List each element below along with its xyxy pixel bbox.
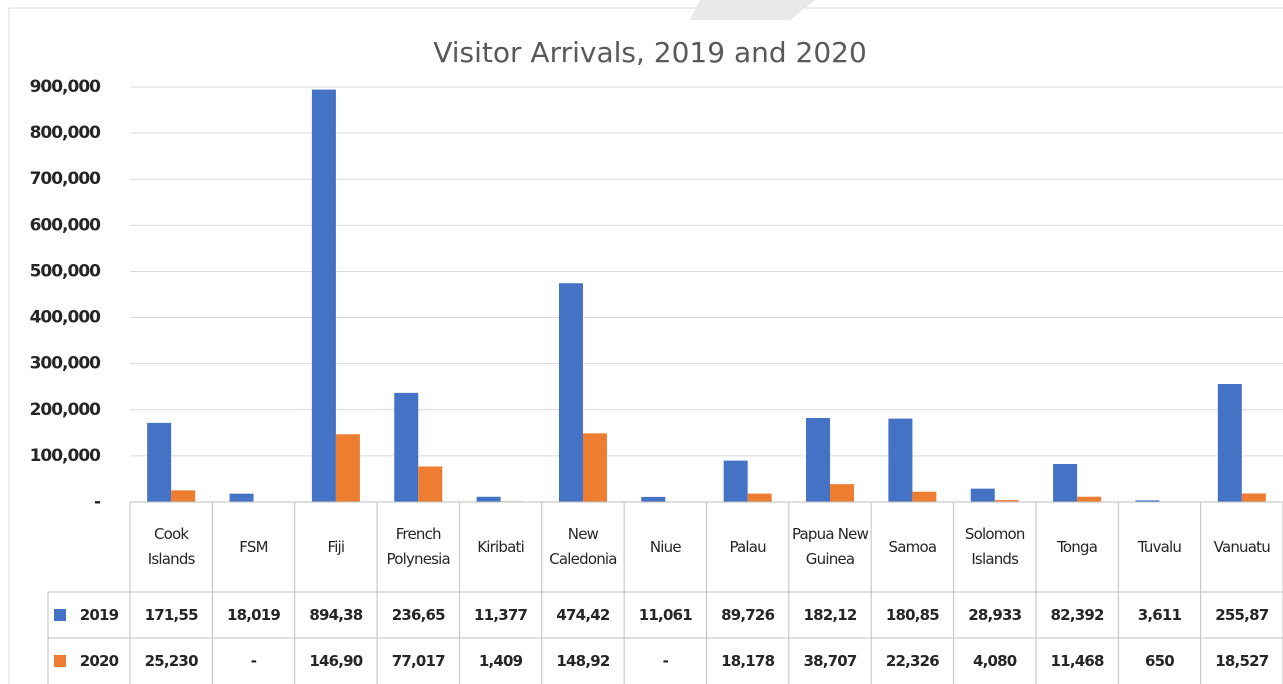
bar — [394, 392, 419, 502]
y-tick-label: 600,000 — [30, 215, 102, 235]
category-label: Samoa — [888, 537, 938, 556]
category-label: New Caledonia — [549, 525, 617, 568]
bar — [1217, 384, 1242, 502]
data-table-value: 82,392 — [1050, 605, 1105, 624]
bar — [171, 490, 196, 502]
data-table-value: 77,017 — [391, 651, 446, 670]
category-label: Kiribati — [477, 537, 525, 556]
bar — [335, 434, 360, 502]
data-table-value: 182,12 — [803, 605, 857, 624]
bar — [641, 496, 666, 502]
data-table-value: 11,468 — [1050, 651, 1105, 670]
category-label: Vanuatu — [1213, 537, 1271, 556]
data-table-value: 236,65 — [391, 605, 446, 624]
data-table-value: 11,377 — [474, 605, 528, 624]
bar — [1135, 500, 1160, 502]
data-table-value: 146,90 — [309, 651, 363, 670]
data-table-value: 18,178 — [721, 651, 775, 670]
bar — [723, 460, 748, 502]
y-tick-label: 100,000 — [30, 446, 102, 466]
data-table-value: 22,326 — [885, 651, 940, 670]
bar — [311, 89, 336, 503]
y-tick-label: 900,000 — [30, 77, 102, 97]
category-label: Tuvalu — [1137, 537, 1182, 556]
data-table-value: 255,87 — [1215, 605, 1269, 624]
y-tick-label: 500,000 — [30, 261, 102, 281]
bar — [912, 491, 937, 502]
legend-key — [54, 609, 66, 621]
data-table-value: 180,85 — [885, 605, 940, 624]
data-table-value: 25,230 — [144, 651, 199, 670]
category-label: French Polynesia — [386, 525, 451, 568]
category-label: Niue — [649, 537, 682, 556]
y-tick-label: 300,000 — [30, 354, 102, 374]
data-table-value: 11,061 — [638, 605, 693, 624]
data-table-value: 171,55 — [144, 605, 199, 624]
chart-border — [8, 7, 1283, 684]
decoration — [690, 0, 815, 20]
bar — [147, 422, 172, 502]
category-label: FSM — [239, 537, 268, 556]
data-table-value: 28,933 — [968, 605, 1022, 624]
data-table-value: 474,42 — [556, 605, 610, 624]
bar — [418, 466, 443, 502]
data-table-value: - — [250, 651, 257, 670]
data-table-value: 3,611 — [1137, 605, 1182, 624]
bar — [582, 433, 607, 502]
data-table-value: - — [662, 651, 669, 670]
data-table-value: 148,92 — [556, 651, 610, 670]
bar — [830, 484, 855, 502]
data-table-value: 1,409 — [478, 651, 523, 670]
legend-label: 2019 — [79, 605, 119, 624]
category-label: Solomon Islands — [964, 525, 1026, 568]
data-table-value: 18,019 — [226, 605, 281, 624]
category-label: Cook Islands — [147, 525, 196, 568]
bar — [970, 488, 995, 502]
data-table-value: 894,38 — [309, 605, 363, 624]
category-label: Fiji — [327, 537, 345, 556]
data-table-value: 38,707 — [803, 651, 857, 670]
bar — [229, 493, 254, 502]
y-tick-label: 200,000 — [30, 400, 102, 420]
data-table-value: 4,080 — [973, 651, 1017, 670]
y-tick-label: 700,000 — [30, 169, 102, 189]
category-label: Palau — [729, 537, 766, 556]
bar — [558, 283, 583, 502]
bar — [747, 493, 772, 502]
bar — [994, 500, 1019, 502]
y-tick-label: - — [94, 492, 101, 512]
bar — [476, 496, 501, 502]
data-table-value: 650 — [1144, 651, 1175, 670]
category-label: Tonga — [1057, 537, 1098, 556]
bar — [1053, 464, 1078, 502]
category-label: Papua New Guinea — [791, 525, 869, 568]
chart-title: Visitor Arrivals, 2019 and 2020 — [433, 36, 867, 69]
bar — [1241, 493, 1266, 502]
data-table-value: 18,527 — [1215, 651, 1269, 670]
legend-label: 2020 — [79, 651, 119, 670]
bar — [1077, 496, 1102, 502]
y-tick-label: 400,000 — [30, 308, 102, 328]
bar — [806, 418, 831, 502]
data-table-value: 89,726 — [721, 605, 775, 624]
y-tick-label: 800,000 — [30, 123, 102, 143]
legend-key — [54, 655, 66, 667]
bar — [888, 418, 913, 502]
